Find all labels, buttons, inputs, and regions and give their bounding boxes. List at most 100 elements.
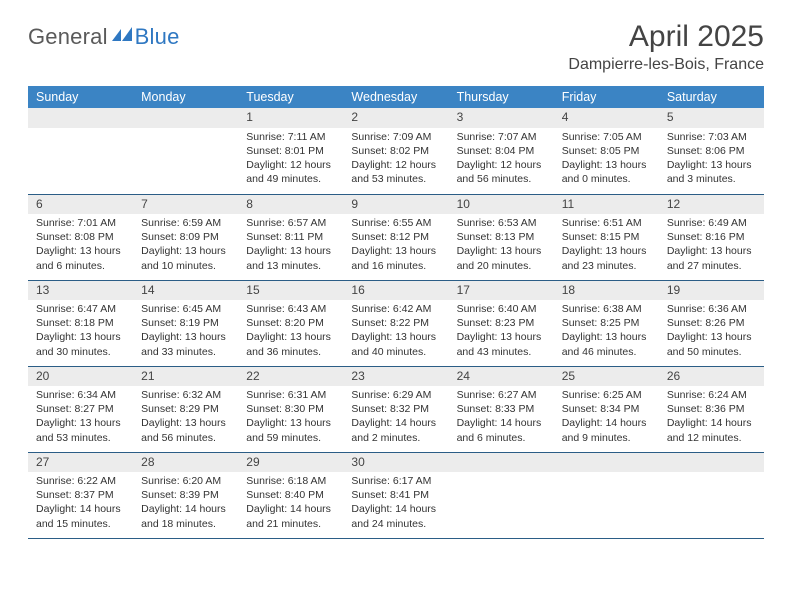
sunset-line: Sunset: 8:23 PM <box>457 316 546 330</box>
brand-part1: General <box>28 24 108 50</box>
daylight-line: Daylight: 13 hours and 59 minutes. <box>246 416 335 444</box>
calendar-cell: 30Sunrise: 6:17 AMSunset: 8:41 PMDayligh… <box>343 452 448 538</box>
sunrise-line: Sunrise: 6:55 AM <box>351 216 440 230</box>
sunrise-line: Sunrise: 6:25 AM <box>562 388 651 402</box>
sunset-line: Sunset: 8:05 PM <box>562 144 651 158</box>
sunset-line: Sunset: 8:22 PM <box>351 316 440 330</box>
daylight-line: Daylight: 13 hours and 53 minutes. <box>36 416 125 444</box>
sunset-line: Sunset: 8:36 PM <box>667 402 756 416</box>
day-number: 2 <box>343 108 448 128</box>
day-details: Sunrise: 6:29 AMSunset: 8:32 PMDaylight:… <box>343 386 448 449</box>
daylight-line: Daylight: 13 hours and 0 minutes. <box>562 158 651 186</box>
page-title: April 2025 <box>568 20 764 54</box>
calendar-cell <box>449 452 554 538</box>
calendar-cell: 2Sunrise: 7:09 AMSunset: 8:02 PMDaylight… <box>343 108 448 194</box>
sunset-line: Sunset: 8:37 PM <box>36 488 125 502</box>
day-number: 3 <box>449 108 554 128</box>
day-number-band <box>28 108 133 128</box>
day-details: Sunrise: 7:03 AMSunset: 8:06 PMDaylight:… <box>659 128 764 191</box>
day-details: Sunrise: 6:51 AMSunset: 8:15 PMDaylight:… <box>554 214 659 277</box>
day-number: 9 <box>343 195 448 215</box>
day-details: Sunrise: 6:36 AMSunset: 8:26 PMDaylight:… <box>659 300 764 363</box>
daylight-line: Daylight: 14 hours and 12 minutes. <box>667 416 756 444</box>
sunrise-line: Sunrise: 6:27 AM <box>457 388 546 402</box>
day-details: Sunrise: 6:20 AMSunset: 8:39 PMDaylight:… <box>133 472 238 535</box>
sunset-line: Sunset: 8:09 PM <box>141 230 230 244</box>
day-number-band <box>133 108 238 128</box>
day-number: 28 <box>133 453 238 473</box>
day-number: 12 <box>659 195 764 215</box>
day-details: Sunrise: 7:09 AMSunset: 8:02 PMDaylight:… <box>343 128 448 191</box>
daylight-line: Daylight: 13 hours and 13 minutes. <box>246 244 335 272</box>
sunrise-line: Sunrise: 6:53 AM <box>457 216 546 230</box>
sunrise-line: Sunrise: 6:22 AM <box>36 474 125 488</box>
sunset-line: Sunset: 8:30 PM <box>246 402 335 416</box>
daylight-line: Daylight: 13 hours and 30 minutes. <box>36 330 125 358</box>
sunset-line: Sunset: 8:39 PM <box>141 488 230 502</box>
calendar-cell: 5Sunrise: 7:03 AMSunset: 8:06 PMDaylight… <box>659 108 764 194</box>
sunset-line: Sunset: 8:04 PM <box>457 144 546 158</box>
sunset-line: Sunset: 8:01 PM <box>246 144 335 158</box>
day-number: 13 <box>28 281 133 301</box>
day-number: 23 <box>343 367 448 387</box>
day-number: 4 <box>554 108 659 128</box>
daylight-line: Daylight: 13 hours and 16 minutes. <box>351 244 440 272</box>
day-number: 1 <box>238 108 343 128</box>
daylight-line: Daylight: 13 hours and 46 minutes. <box>562 330 651 358</box>
day-details: Sunrise: 6:31 AMSunset: 8:30 PMDaylight:… <box>238 386 343 449</box>
daylight-line: Daylight: 13 hours and 27 minutes. <box>667 244 756 272</box>
daylight-line: Daylight: 13 hours and 40 minutes. <box>351 330 440 358</box>
day-details: Sunrise: 6:55 AMSunset: 8:12 PMDaylight:… <box>343 214 448 277</box>
sunset-line: Sunset: 8:13 PM <box>457 230 546 244</box>
sunset-line: Sunset: 8:40 PM <box>246 488 335 502</box>
day-details: Sunrise: 7:07 AMSunset: 8:04 PMDaylight:… <box>449 128 554 191</box>
day-details: Sunrise: 6:47 AMSunset: 8:18 PMDaylight:… <box>28 300 133 363</box>
day-number: 21 <box>133 367 238 387</box>
daylight-line: Daylight: 13 hours and 50 minutes. <box>667 330 756 358</box>
sunset-line: Sunset: 8:33 PM <box>457 402 546 416</box>
day-number: 30 <box>343 453 448 473</box>
day-details: Sunrise: 7:05 AMSunset: 8:05 PMDaylight:… <box>554 128 659 191</box>
sunset-line: Sunset: 8:06 PM <box>667 144 756 158</box>
flag-icon <box>112 27 132 48</box>
day-details: Sunrise: 6:18 AMSunset: 8:40 PMDaylight:… <box>238 472 343 535</box>
daylight-line: Daylight: 13 hours and 56 minutes. <box>141 416 230 444</box>
day-number: 16 <box>343 281 448 301</box>
sunset-line: Sunset: 8:27 PM <box>36 402 125 416</box>
daylight-line: Daylight: 14 hours and 6 minutes. <box>457 416 546 444</box>
sunrise-line: Sunrise: 6:36 AM <box>667 302 756 316</box>
day-number: 26 <box>659 367 764 387</box>
day-details: Sunrise: 6:27 AMSunset: 8:33 PMDaylight:… <box>449 386 554 449</box>
daylight-line: Daylight: 14 hours and 18 minutes. <box>141 502 230 530</box>
sunrise-line: Sunrise: 6:40 AM <box>457 302 546 316</box>
sunrise-line: Sunrise: 6:45 AM <box>141 302 230 316</box>
calendar-cell: 22Sunrise: 6:31 AMSunset: 8:30 PMDayligh… <box>238 366 343 452</box>
day-details: Sunrise: 7:11 AMSunset: 8:01 PMDaylight:… <box>238 128 343 191</box>
sunset-line: Sunset: 8:26 PM <box>667 316 756 330</box>
calendar-cell: 3Sunrise: 7:07 AMSunset: 8:04 PMDaylight… <box>449 108 554 194</box>
day-details: Sunrise: 6:22 AMSunset: 8:37 PMDaylight:… <box>28 472 133 535</box>
day-number: 19 <box>659 281 764 301</box>
calendar-cell: 9Sunrise: 6:55 AMSunset: 8:12 PMDaylight… <box>343 194 448 280</box>
weekday-header: Thursday <box>449 86 554 108</box>
daylight-line: Daylight: 14 hours and 21 minutes. <box>246 502 335 530</box>
calendar-cell: 17Sunrise: 6:40 AMSunset: 8:23 PMDayligh… <box>449 280 554 366</box>
calendar-week-row: 1Sunrise: 7:11 AMSunset: 8:01 PMDaylight… <box>28 108 764 194</box>
calendar-cell: 1Sunrise: 7:11 AMSunset: 8:01 PMDaylight… <box>238 108 343 194</box>
daylight-line: Daylight: 13 hours and 6 minutes. <box>36 244 125 272</box>
weekday-header: Friday <box>554 86 659 108</box>
day-details: Sunrise: 6:57 AMSunset: 8:11 PMDaylight:… <box>238 214 343 277</box>
day-number-band <box>449 453 554 473</box>
daylight-line: Daylight: 14 hours and 24 minutes. <box>351 502 440 530</box>
daylight-line: Daylight: 13 hours and 23 minutes. <box>562 244 651 272</box>
calendar-cell: 12Sunrise: 6:49 AMSunset: 8:16 PMDayligh… <box>659 194 764 280</box>
calendar-cell: 4Sunrise: 7:05 AMSunset: 8:05 PMDaylight… <box>554 108 659 194</box>
calendar-cell: 25Sunrise: 6:25 AMSunset: 8:34 PMDayligh… <box>554 366 659 452</box>
sunrise-line: Sunrise: 6:34 AM <box>36 388 125 402</box>
daylight-line: Daylight: 13 hours and 36 minutes. <box>246 330 335 358</box>
daylight-line: Daylight: 14 hours and 9 minutes. <box>562 416 651 444</box>
sunrise-line: Sunrise: 6:59 AM <box>141 216 230 230</box>
sunrise-line: Sunrise: 7:09 AM <box>351 130 440 144</box>
day-number: 25 <box>554 367 659 387</box>
calendar-cell: 6Sunrise: 7:01 AMSunset: 8:08 PMDaylight… <box>28 194 133 280</box>
